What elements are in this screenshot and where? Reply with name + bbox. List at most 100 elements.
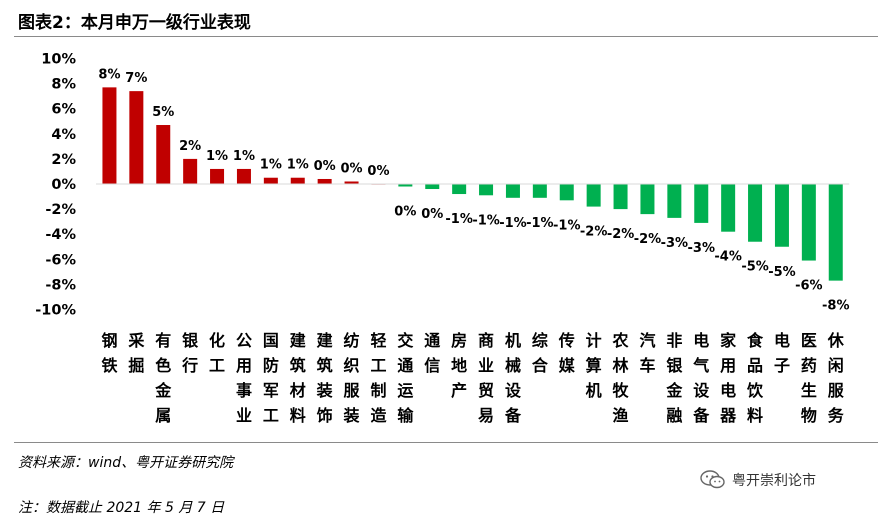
data-label: -1%: [472, 213, 499, 228]
y-tick-label: 0%: [51, 177, 76, 193]
footer-divider: [14, 442, 878, 443]
bar-银行: [183, 158, 198, 184]
bar-建筑材料: [290, 177, 305, 184]
bar-医药生物: [801, 184, 816, 261]
bar-电子: [774, 184, 789, 247]
bar-食品饮料: [748, 184, 763, 242]
y-tick-label: -4%: [45, 227, 76, 243]
watermark: 粤开崇利论市: [700, 469, 816, 491]
bar-商业贸易: [479, 184, 494, 196]
bar-电气设备: [694, 184, 709, 223]
data-label: 1%: [287, 158, 309, 173]
source-note: 资料来源：wind、粤开证券研究院: [18, 455, 234, 471]
title-divider: [14, 36, 878, 37]
x-axis-labels: 钢铁采掘有色金属银行化工公用事业国防军工建筑材料建筑装饰纺织服装轻工制造交通运输…: [101, 331, 844, 425]
bar-通信: [425, 184, 440, 190]
data-label: -3%: [661, 236, 688, 251]
bars: [102, 87, 843, 281]
x-category-label: 房地产: [451, 331, 467, 400]
bar-纺织服装: [344, 181, 359, 184]
data-label: -1%: [553, 218, 580, 233]
y-tick-label: -2%: [45, 202, 76, 218]
x-category-label: 商业贸易: [478, 331, 494, 425]
y-tick-label: 6%: [51, 102, 76, 118]
data-label: -2%: [634, 232, 661, 247]
x-category-label: 传媒: [558, 331, 576, 375]
x-category-label: 食品饮料: [746, 331, 764, 425]
y-tick-label: -8%: [45, 277, 76, 293]
x-category-label: 建筑材料: [290, 331, 306, 425]
x-category-label: 综合: [532, 331, 549, 375]
data-label: -8%: [822, 299, 849, 314]
bar-公用事业: [236, 168, 251, 184]
data-label: 5%: [152, 105, 174, 120]
data-label: -1%: [445, 212, 472, 227]
data-label: -2%: [607, 227, 634, 242]
x-category-label: 电子: [774, 331, 790, 375]
x-category-label: 计算机: [586, 331, 602, 400]
y-axis: 10% 8% 6% 4% 2% 0% -2% -4% -6% -8% -10%: [35, 52, 76, 319]
x-category-label: 电气设备: [692, 331, 710, 425]
x-category-label: 通信: [424, 331, 440, 375]
bar-化工: [210, 168, 225, 184]
chart-title: 图表2：本月申万一级行业表现: [18, 13, 251, 33]
bar-计算机: [586, 184, 601, 207]
data-label: -1%: [499, 216, 526, 231]
x-category-label: 有色金属: [154, 331, 172, 425]
x-category-label: 休闲服务: [827, 331, 845, 425]
data-label: 8%: [98, 67, 120, 82]
date-note: 注：数据截止 2021 年 5 月 7 日: [18, 500, 225, 516]
bar-非银金融: [667, 184, 682, 218]
data-label: -5%: [741, 260, 768, 275]
data-label: 0%: [341, 161, 363, 176]
bar-家用电器: [721, 184, 736, 232]
x-category-label: 建筑装饰: [316, 331, 333, 425]
bar-采掘: [129, 91, 144, 184]
x-category-label: 非银金融: [665, 331, 683, 425]
bar-汽车: [640, 184, 655, 215]
x-category-label: 化工: [209, 331, 225, 375]
bar-建筑装饰: [317, 178, 332, 184]
y-tick-label: 2%: [51, 152, 76, 168]
bar-农林牧渔: [613, 184, 628, 210]
data-label: 2%: [179, 139, 201, 154]
bar-传媒: [559, 184, 574, 201]
data-label: 1%: [233, 149, 255, 164]
bar-有色金属: [156, 125, 171, 184]
data-label: 0%: [314, 159, 336, 174]
bar-chart: 10%8%6%4%2%0%-2%-4%-6%-8%-10% 8% 7%5%2%1%…: [35, 52, 849, 426]
x-category-label: 医药生物: [801, 331, 817, 425]
data-label: -1%: [526, 216, 553, 231]
data-label: 7%: [125, 71, 147, 86]
data-label: -3%: [688, 241, 715, 256]
data-labels: 8% 7%5%2%1% 1%1% 1% 0% 0% 0%0% 0% -1% -1% -1% -1% -1…: [98, 67, 849, 313]
data-label: -5%: [768, 265, 795, 280]
x-category-label: 轻工制造: [370, 331, 387, 425]
bar-国防军工: [263, 177, 278, 184]
wechat-icon: [700, 470, 725, 489]
data-label: 1%: [260, 158, 282, 173]
x-category-label: 采掘: [127, 331, 144, 375]
x-category-label: 钢铁: [101, 331, 117, 375]
data-label: -4%: [714, 250, 741, 265]
x-category-label: 机械设备: [504, 331, 522, 425]
y-tick-label: 10%: [41, 52, 76, 68]
data-label: -2%: [580, 225, 607, 240]
watermark-text: 粤开崇利论市: [732, 473, 816, 489]
y-tick-label: -6%: [45, 252, 76, 268]
bar-房地产: [452, 184, 467, 195]
bar-交通运输: [398, 184, 413, 187]
x-category-label: 交通运输: [397, 331, 414, 425]
x-category-label: 公用事业: [236, 331, 252, 425]
bar-休闲服务: [828, 184, 843, 281]
y-tick-label: 4%: [51, 127, 76, 143]
data-label: 0%: [421, 207, 443, 222]
bar-钢铁: [102, 87, 117, 184]
y-tick-label: 8%: [51, 77, 76, 93]
bar-综合: [532, 184, 547, 198]
x-category-label: 汽车: [639, 331, 655, 375]
x-category-label: 国防军工: [263, 331, 279, 425]
x-category-label: 银行: [181, 331, 199, 375]
data-label: 0%: [394, 205, 416, 220]
bar-机械设备: [505, 184, 520, 198]
